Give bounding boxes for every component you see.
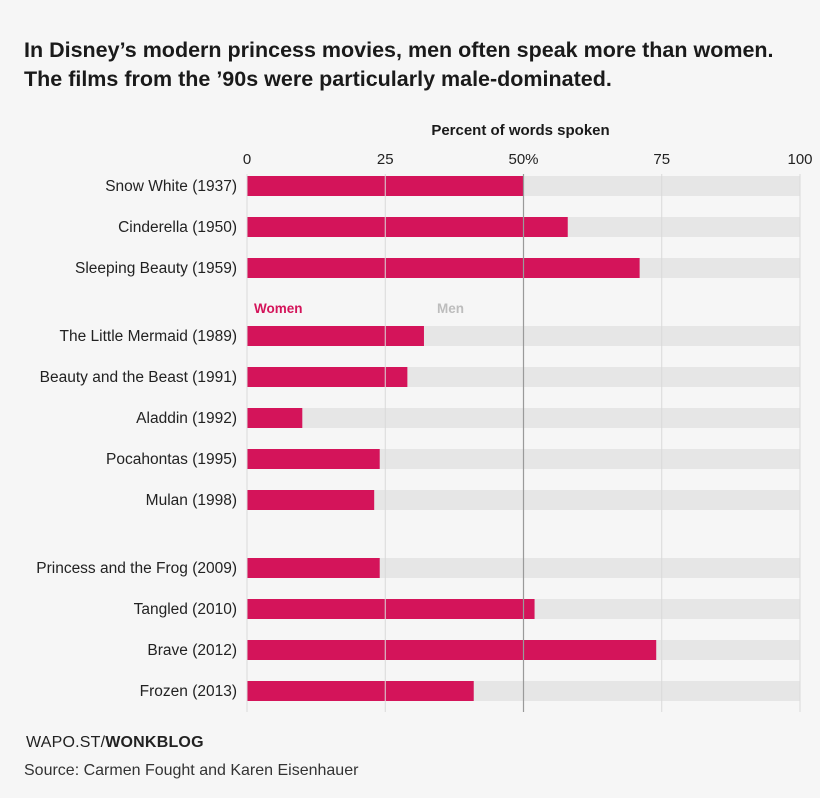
chart-title: In Disney’s modern princess movies, men … xyxy=(24,38,774,91)
category-label-10: Brave (2012) xyxy=(147,642,237,659)
bar-women-8 xyxy=(247,558,380,578)
source-note: Source: Carmen Fought and Karen Eisenhau… xyxy=(24,762,359,779)
category-label-6: Pocahontas (1995) xyxy=(106,451,237,468)
category-label-5: Aladdin (1992) xyxy=(136,410,237,427)
tick-label-25: 25 xyxy=(377,151,394,168)
bar-women-11 xyxy=(247,681,474,701)
category-label-0: Snow White (1937) xyxy=(105,178,237,195)
bar-women-9 xyxy=(247,599,535,619)
bar-women-2 xyxy=(247,258,640,278)
bar-women-6 xyxy=(247,449,380,469)
legend-women: Women xyxy=(254,301,303,316)
tick-label-0: 0 xyxy=(243,151,251,168)
bar-women-4 xyxy=(247,367,408,387)
tick-label-100: 100 xyxy=(787,151,812,168)
footer-brand: WAPO.ST/WONKBLOG xyxy=(26,734,204,752)
bar-women-1 xyxy=(247,217,568,237)
legend-men: Men xyxy=(437,301,464,316)
category-label-9: Tangled (2010) xyxy=(134,601,237,618)
category-label-11: Frozen (2013) xyxy=(140,683,237,700)
bar-women-7 xyxy=(247,490,375,510)
x-axis-label: Percent of words spoken xyxy=(431,122,609,139)
category-label-1: Cinderella (1950) xyxy=(118,219,237,236)
bar-women-3 xyxy=(247,326,424,346)
category-label-8: Princess and the Frog (2009) xyxy=(36,560,237,577)
category-label-2: Sleeping Beauty (1959) xyxy=(75,260,237,277)
tick-label-50: 50% xyxy=(508,151,538,168)
tick-label-75: 75 xyxy=(653,151,670,168)
brand-name: WONKBLOG xyxy=(105,734,204,751)
category-label-4: Beauty and the Beast (1991) xyxy=(40,369,237,386)
category-label-7: Mulan (1998) xyxy=(146,492,237,509)
bar-women-5 xyxy=(247,408,303,428)
category-label-3: The Little Mermaid (1989) xyxy=(60,328,237,345)
bar-women-10 xyxy=(247,640,657,660)
brand-prefix: WAPO.ST/ xyxy=(26,734,106,751)
